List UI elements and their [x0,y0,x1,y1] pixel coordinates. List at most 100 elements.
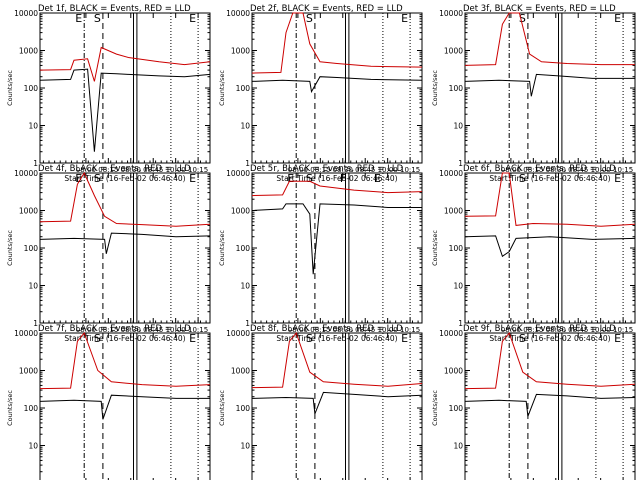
x-tick-label: 08:00 [76,326,96,334]
time-marker-label: E [287,172,294,185]
y-tick-label: 1000 [231,207,250,216]
plot-frame [39,172,211,324]
y-tick-label: 1 [33,159,38,168]
series-lld-line [251,180,423,197]
y-tick-label: 1000 [19,207,38,216]
series-lld-line [251,12,423,74]
time-marker-label: E [374,172,381,185]
panel-3: Det 3f, BLACK = Events, RED = LLD 1 10 100 1… [431,4,636,183]
series-lld-line [464,12,635,66]
y-tick-label: 1 [458,159,463,168]
y-tick-label: 10000 [14,329,38,338]
y-axis-label: Counts/sec [6,70,14,106]
x-tick-label: 10:00 [166,326,186,334]
x-tick-label: 08:30 [121,326,141,334]
panel-title: Det 8f, BLACK = Events, RED = LLD [250,324,403,334]
x-tick-label: 10:15 [188,326,208,334]
plot-frame [251,332,423,480]
y-tick-label: 100 [24,404,39,413]
time-marker-label: E [75,172,82,185]
time-marker-label: E [401,332,408,345]
y-tick-label: 10000 [226,169,250,178]
x-axis-label: Start Time (16-Feb-02 06:46:40) [489,334,610,343]
plot-frame [251,12,423,164]
series-events-line [251,391,423,414]
y-tick-label: 10000 [14,169,38,178]
panel-title: Det 9f, BLACK = Events, RED = LLD [463,324,616,334]
x-axis-label: Start Time (16-Feb-02 06:46:40) [276,174,397,183]
time-marker-label: E [614,172,621,185]
time-marker-label: E [614,12,621,25]
plot-frame [464,12,636,164]
time-marker-label: E [401,12,408,25]
time-marker-label: E [75,12,82,25]
y-tick-label: 10000 [439,329,463,338]
series-events-line [251,203,422,275]
series-events-line [464,393,636,417]
series-events-line [464,73,635,97]
time-marker-label: S [519,172,526,185]
time-marker-label: S [94,172,101,185]
x-tick-label: 10:00 [166,166,186,174]
x-tick-label: 10:15 [613,326,633,334]
x-tick-label: 08:30 [333,326,353,334]
x-axis-label: Start Time (16-Feb-02 06:46:40) [489,174,610,183]
series-events-line [39,232,211,254]
series-events-line [39,68,211,152]
x-tick-label: 08:30 [546,326,566,334]
y-tick-label: 1 [33,319,38,328]
time-marker-label: S [519,332,526,345]
x-tick-label: 08:15 [98,326,118,334]
x-tick-label: 08:00 [288,166,308,174]
time-marker-label: S [306,12,313,25]
plot-frame [464,332,636,480]
x-tick-label: 08:45 [568,166,588,174]
y-tick-label: 10 [28,122,38,131]
plot-frame [464,172,636,324]
panel-4: Det 4f, BLACK = Events, RED = LLD 1 10 100 1… [6,164,211,343]
time-marker-label: E [614,332,621,345]
y-tick-label: 10 [453,282,463,291]
x-tick-label: 10:00 [591,326,611,334]
panel-title: Det 7f, BLACK = Events, RED = LLD [38,324,191,334]
x-tick-label: 10:00 [591,166,611,174]
x-tick-label: 08:00 [501,166,521,174]
time-marker-label: S [306,172,313,185]
time-marker-label: S [94,12,101,25]
panel-title: Det 6f, BLACK = Events, RED = LLD [463,164,616,174]
series-lld-line [39,171,211,227]
panel-title: Det 1f, BLACK = Events, RED = LLD [38,4,191,14]
y-tick-label: 10 [240,122,250,131]
x-tick-label: 10:00 [378,326,398,334]
y-tick-label: 10000 [226,9,250,18]
y-tick-label: 1000 [19,367,38,376]
series-lld-line [39,46,211,82]
x-tick-label: 08:45 [143,326,163,334]
series-lld-line [251,331,423,389]
time-marker-label: S [94,332,101,345]
y-axis-label: Counts/sec [6,230,14,266]
time-marker-label: S [306,332,313,345]
x-tick-label: 08:15 [523,166,543,174]
panel-1: Det 1f, BLACK = Events, RED = LLD 1 10 100 1… [6,4,211,183]
panel-title: Det 3f, BLACK = Events, RED = LLD [463,4,616,14]
y-axis-label: Counts/sec [431,390,439,426]
panel-title: Det 2f, BLACK = Events, RED = LLD [250,4,403,14]
y-axis-label: Counts/sec [431,230,439,266]
plot-frame [39,12,211,164]
y-axis-label: Counts/sec [218,230,226,266]
y-tick-label: 100 [236,244,251,253]
x-tick-label: 08:30 [546,166,566,174]
x-tick-label: 08:15 [310,166,330,174]
panel-8: Det 8f, BLACK = Events, RED = LLD1101001… [218,324,423,480]
y-tick-label: 1000 [231,367,250,376]
panel-title: Det 4f, BLACK = Events, RED = LLD [38,164,191,174]
panel-5: Det 5r, BLACK = Events, RED = LLD 1 10 100 1… [218,164,423,343]
x-tick-label: 08:45 [355,326,375,334]
y-tick-label: 10 [240,442,250,451]
x-tick-label: 08:45 [355,166,375,174]
series-events-line [39,394,210,420]
x-tick-label: 10:15 [188,166,208,174]
time-marker-label: S [519,12,526,25]
x-tick-label: 08:15 [523,326,543,334]
